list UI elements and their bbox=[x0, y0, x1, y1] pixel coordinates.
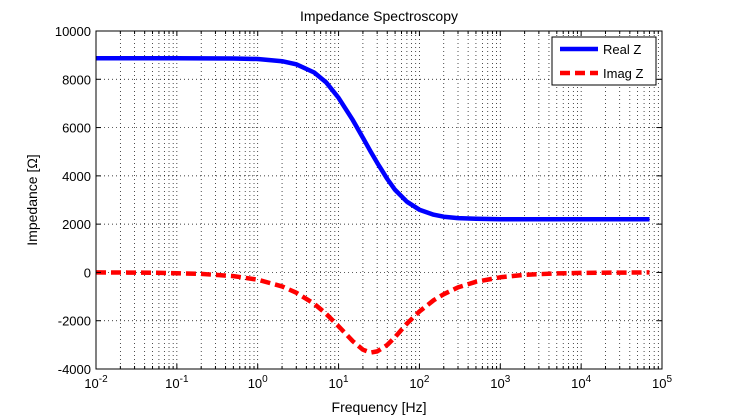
x-tick-label: 100 bbox=[248, 374, 268, 391]
x-tick-label: 105 bbox=[652, 374, 672, 391]
x-tick-label: 10-2 bbox=[84, 374, 108, 391]
y-tick-label: -2000 bbox=[58, 314, 91, 329]
y-tick-label: 8000 bbox=[62, 72, 91, 87]
y-tick-label: 0 bbox=[84, 265, 91, 280]
legend-label-real-z: Real Z bbox=[603, 42, 641, 57]
y-tick-label: 2000 bbox=[62, 217, 91, 232]
legend: Real Z Imag Z bbox=[551, 36, 657, 86]
chart-title: Impedance Spectroscopy bbox=[300, 8, 458, 24]
legend-box bbox=[551, 36, 657, 86]
x-tick-label: 102 bbox=[409, 374, 429, 391]
series-lines bbox=[95, 56, 650, 355]
legend-label-imag-z: Imag Z bbox=[603, 66, 644, 81]
y-tick-label: 4000 bbox=[62, 169, 91, 184]
x-tick-label: 101 bbox=[329, 374, 349, 391]
grid bbox=[96, 31, 662, 369]
x-axis-title: Frequency [Hz] bbox=[332, 399, 427, 415]
series-line-imag-z bbox=[95, 270, 650, 355]
series-line-real-z bbox=[96, 56, 650, 222]
y-tick-label: -4000 bbox=[58, 362, 91, 377]
plot-frame bbox=[95, 30, 663, 370]
plot-area bbox=[96, 31, 662, 369]
y-tick-label: 6000 bbox=[62, 121, 91, 136]
y-axis-title: Impedance [Ω] bbox=[24, 154, 40, 245]
x-tick-label: 10-1 bbox=[165, 374, 189, 391]
x-tick-label: 103 bbox=[490, 374, 510, 391]
x-tick-label: 104 bbox=[571, 374, 591, 391]
axis-ticks bbox=[95, 30, 662, 370]
y-tick-label: 10000 bbox=[55, 24, 91, 39]
